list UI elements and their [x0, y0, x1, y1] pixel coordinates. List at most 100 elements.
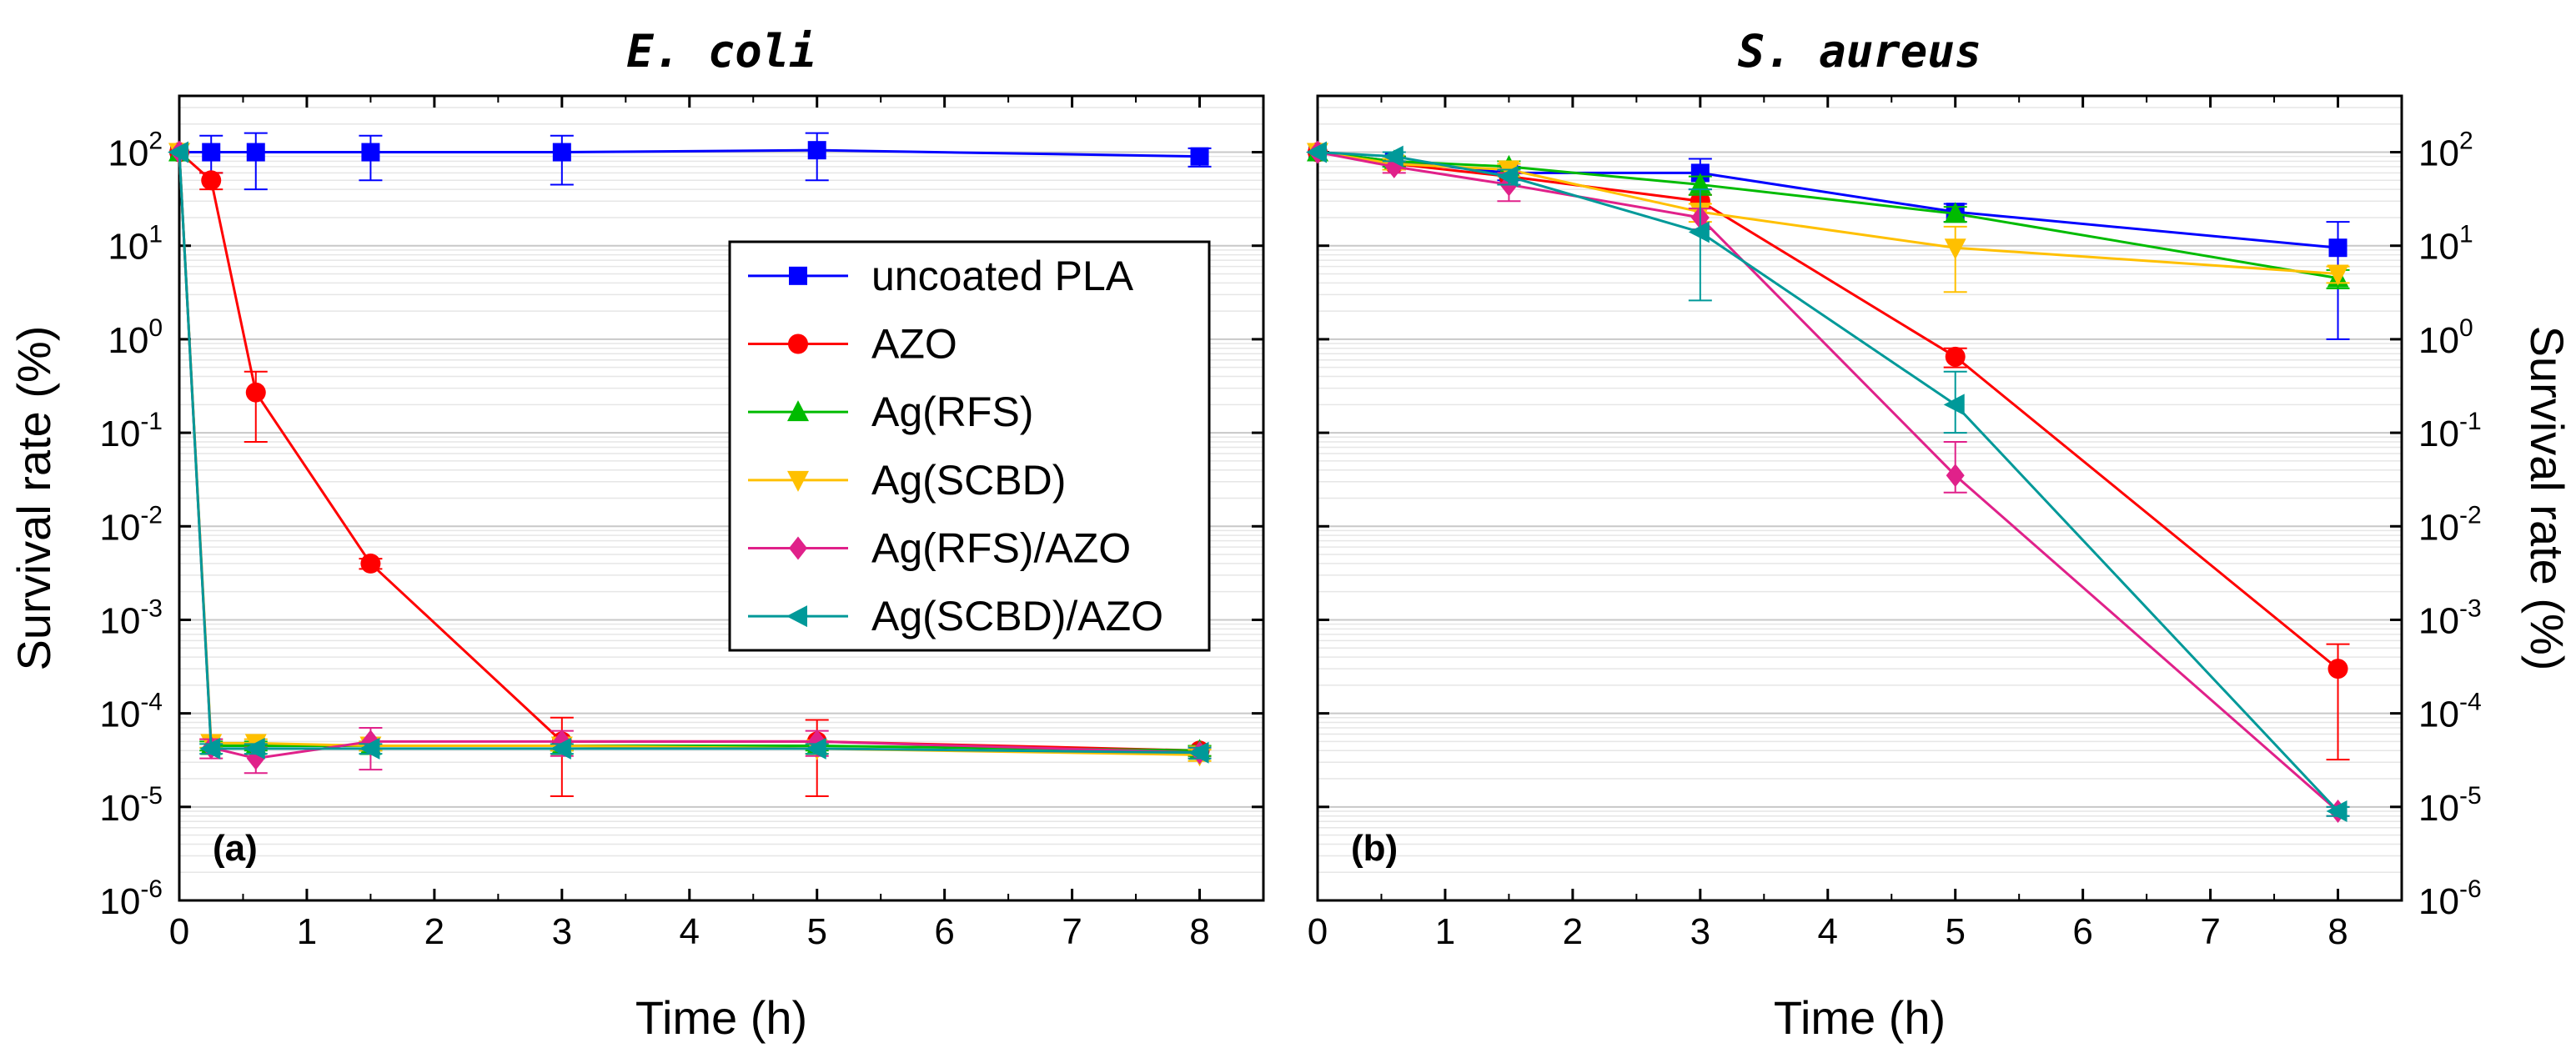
- data-point: [552, 143, 571, 162]
- legend-label: AZO: [871, 321, 957, 368]
- data-point: [361, 143, 380, 162]
- y-axis-title: Survival rate (%): [8, 326, 60, 671]
- data-point: [1382, 145, 1403, 168]
- series-line: [1317, 151, 2338, 275]
- panel-label: (a): [213, 828, 258, 869]
- plot-frame: [1316, 94, 2403, 902]
- data-point: [1943, 394, 1965, 416]
- data-point: [360, 553, 381, 574]
- legend-label: uncoated PLA: [871, 253, 1134, 299]
- x-tick-label: 5: [1945, 911, 1965, 952]
- legend-item: Ag(SCBD): [748, 457, 1066, 504]
- data-point: [1306, 141, 1327, 163]
- data-point: [246, 143, 265, 162]
- x-axis-title: Time (h): [635, 991, 807, 1044]
- data-point: [2326, 800, 2348, 822]
- grid: [1318, 95, 2402, 901]
- data-point: [1690, 163, 1710, 183]
- legend-marker: [789, 536, 807, 560]
- y-tick-label: 102: [2418, 128, 2473, 174]
- panel-title: S. aureus: [1738, 25, 1982, 78]
- data-point: [550, 737, 571, 760]
- legend-label: Ag(SCBD): [871, 457, 1066, 504]
- legend-marker: [786, 605, 807, 628]
- y-tick-label: 10-6: [99, 875, 163, 922]
- x-tick-label: 8: [2327, 911, 2348, 952]
- data-point: [1944, 238, 1966, 260]
- data-point: [1944, 202, 1966, 223]
- data-point: [2328, 238, 2348, 258]
- panel-label: (b): [1351, 828, 1398, 869]
- y-tick-label: 101: [2418, 221, 2473, 268]
- y-tick-label: 10-5: [2418, 782, 2482, 829]
- series-ag-scbd-azo: [168, 141, 1212, 764]
- series-line: [179, 148, 1200, 158]
- series-line: [1317, 151, 2339, 812]
- data-point: [1188, 741, 1209, 764]
- y-tick-label: 10-4: [99, 689, 163, 735]
- y-tick-label: 10-1: [2418, 408, 2482, 454]
- legend-marker: [787, 470, 809, 492]
- data-point: [1946, 464, 1965, 488]
- data-point: [805, 737, 826, 760]
- legend-box: [728, 240, 1211, 652]
- legend-item: Ag(RFS): [748, 389, 1033, 435]
- y-tick-label: 10-3: [99, 594, 163, 641]
- legend-item: Ag(SCBD)/AZO: [748, 593, 1163, 639]
- data-point: [1945, 346, 1966, 367]
- x-tick-label: 6: [934, 911, 954, 952]
- x-tick-label: 3: [552, 911, 572, 952]
- data-point: [201, 170, 222, 191]
- data-point: [807, 141, 826, 160]
- x-tick-label: 6: [2072, 911, 2092, 952]
- y-tick-label: 100: [2418, 314, 2473, 361]
- plot-frame: [178, 94, 1265, 902]
- y-tick-label: 10-2: [99, 501, 163, 548]
- y-tick-label: 10-1: [99, 408, 163, 454]
- y-tick-label: 10-6: [2418, 875, 2482, 922]
- data-point: [2327, 264, 2349, 286]
- y-axis-title: Survival rate (%): [2521, 326, 2573, 671]
- legend-item: uncoated PLA: [748, 253, 1134, 299]
- panel-title: E. coli: [626, 25, 816, 78]
- y-tick-label: 101: [108, 221, 163, 268]
- legend-label: Ag(RFS): [871, 389, 1033, 435]
- x-tick-label: 7: [1062, 911, 1082, 952]
- data-point: [199, 737, 221, 760]
- data-point: [2327, 659, 2348, 679]
- y-tick-label: 10-3: [2418, 594, 2482, 641]
- legend-marker: [788, 333, 808, 354]
- y-tick-label: 102: [108, 128, 163, 174]
- panel-a: 0 1 2 3 4 5 6 7 8 10-6 10-5 10-4 10-3 10-2 10-1 100 101 1…: [8, 25, 1265, 1044]
- x-tick-label: 2: [424, 911, 444, 952]
- x-tick-label: 1: [297, 911, 317, 952]
- legend-marker: [789, 266, 807, 285]
- data-point: [202, 143, 221, 162]
- x-axis-title: Time (h): [1774, 991, 1946, 1044]
- x-tick-label: 4: [1818, 911, 1838, 952]
- y-tick-label: 10-4: [2418, 689, 2482, 735]
- legend: uncoated PLA AZO Ag(RFS) Ag(SCBD) Ag(RFS)/AZ…: [728, 240, 1211, 652]
- x-tick-label: 0: [1308, 911, 1328, 952]
- x-tick-label: 5: [806, 911, 826, 952]
- y-tick-label: 10-5: [99, 782, 163, 829]
- x-tick-label: 7: [2200, 911, 2220, 952]
- x-tick-label: 2: [1563, 911, 1583, 952]
- x-tick-label: 3: [1690, 911, 1710, 952]
- x-tick-label: 8: [1189, 911, 1209, 952]
- legend-item: Ag(RFS)/AZO: [748, 525, 1131, 572]
- legend-label: Ag(SCBD)/AZO: [871, 593, 1163, 639]
- data-point: [1190, 147, 1209, 166]
- y-tick-label: 100: [108, 314, 163, 361]
- x-tick-label: 0: [169, 911, 189, 952]
- y-tick-label: 10-2: [2418, 501, 2482, 548]
- data-point: [1497, 165, 1519, 188]
- data-point: [245, 382, 266, 403]
- legend-label: Ag(RFS)/AZO: [871, 525, 1131, 572]
- data-point: [244, 737, 265, 760]
- x-tick-label: 1: [1435, 911, 1455, 952]
- series-ag-scbd-azo: [1306, 141, 2350, 822]
- legend-item: AZO: [748, 321, 957, 368]
- legend-marker: [787, 400, 809, 422]
